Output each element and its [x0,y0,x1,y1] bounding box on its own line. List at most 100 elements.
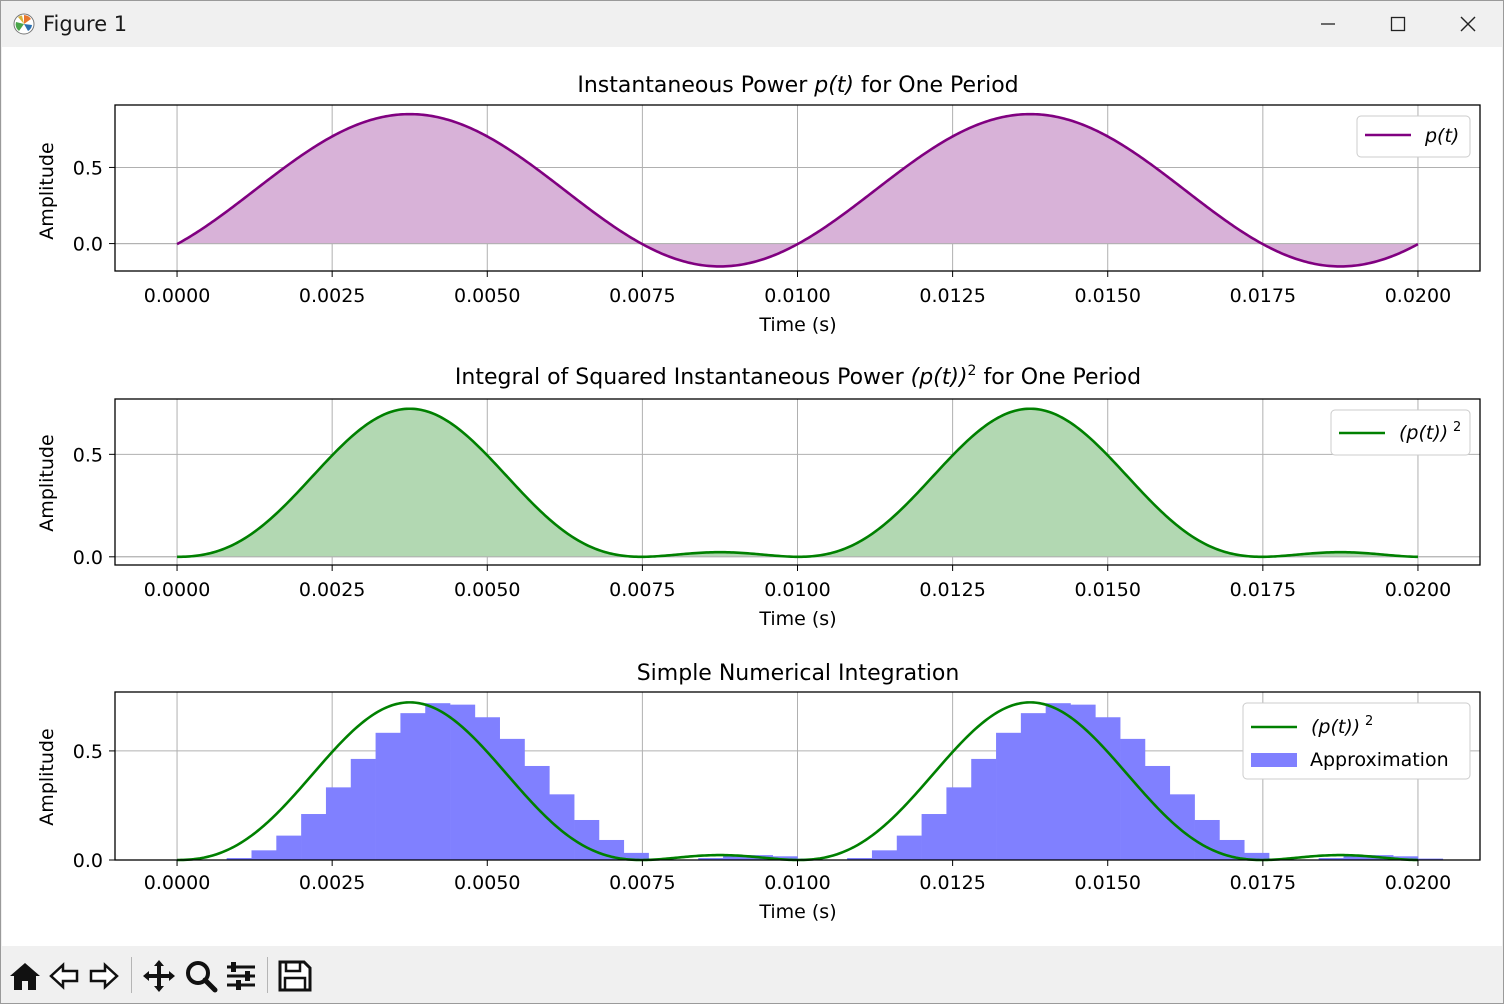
approximation-bar [1318,858,1344,860]
approximation-bar [971,758,997,860]
y-tick-label: 0.5 [73,444,103,466]
y-tick-label: 0.0 [73,850,103,872]
y-tick-label: 0.0 [73,234,103,256]
window-title: Figure 1 [43,12,128,36]
x-tick-label: 0.0125 [919,579,985,601]
approximation-bar [425,703,451,860]
figure-canvas[interactable]: 0.0000 0.0025 0.0050 0.0075 0.0100 0.0125 0.01… [2,47,1502,946]
x-tick-label: 0.0075 [609,872,675,894]
configure-subplots-button[interactable] [223,959,259,993]
x-tick-label: 0.0050 [454,872,520,894]
x-tick-label: 0.0000 [144,872,210,894]
legend-swatch [1251,753,1297,767]
area-fill [177,114,1418,267]
x-axis-label: Time (s) [758,314,836,336]
navigation-toolbar [1,947,1503,1003]
approximation-bar [524,765,550,860]
forward-arrow-icon [89,962,119,990]
approximation-bar [1169,794,1195,860]
back-button[interactable] [47,959,83,993]
x-tick-label: 0.0075 [609,285,675,307]
approximation-bar [871,850,898,860]
x-tick-label: 0.0150 [1074,285,1140,307]
legend-label-superscript: 2 [1453,420,1461,435]
x-tick-label: 0.0125 [919,872,985,894]
y-tick-label: 0.5 [73,741,103,763]
y-axis-label: Amplitude [36,728,58,825]
approximation-bar [723,855,749,860]
series-line [177,407,1418,559]
x-tick-label: 0.0000 [144,579,210,601]
matplotlib-logo-icon [13,13,35,35]
approximation-bar [1120,738,1146,860]
series-line [176,112,1419,268]
x-tick-label: 0.0025 [299,579,365,601]
toolbar-separator [267,957,268,993]
y-axis-label: Amplitude [36,434,58,531]
x-tick-label: 0.0150 [1074,872,1140,894]
minimize-button[interactable] [1293,1,1363,47]
approximation-bar [1144,765,1171,860]
approximation-bar [1095,717,1121,860]
approximation-bar [1194,819,1220,860]
approximation-bar [1343,855,1369,860]
x-tick-label: 0.0075 [609,579,675,601]
close-icon [1460,16,1476,32]
legend-label-superscript: 2 [1365,714,1373,729]
x-tick-label: 0.0025 [299,872,365,894]
forward-button[interactable] [85,959,121,993]
approximation-bar [772,856,798,860]
home-button[interactable] [7,959,43,993]
subplot-instantaneous-power: 0.0000 0.0025 0.0050 0.0075 0.0100 0.0125 0.01… [36,73,1481,336]
approximation-bar [623,852,649,860]
approximation-bar [450,704,476,860]
x-tick-label: 0.0200 [1385,872,1451,894]
configure-subplots-icon [227,962,255,990]
approximation-bar [350,758,376,860]
x-tick-label: 0.0150 [1074,579,1140,601]
x-tick-label: 0.0200 [1385,579,1451,601]
approximation-bar [946,787,972,860]
legend-label: p(t) [1424,125,1459,147]
legend-label: Approximation [1310,749,1449,771]
back-arrow-icon [49,962,79,990]
approximation-bar [1070,704,1096,860]
subplot-title: Simple Numerical Integration [637,661,960,686]
home-icon [10,963,40,990]
x-tick-label: 0.0050 [454,579,520,601]
x-tick-label: 0.0100 [764,579,830,601]
zoom-button[interactable] [183,959,219,993]
approximation-bar [226,858,252,860]
approximation-bar [896,835,922,860]
approximation-bar [474,717,500,860]
x-tick-label: 0.0175 [1230,872,1296,894]
legend-box [1356,115,1471,158]
subplot-squared-power: 0.0000 0.0025 0.0050 0.0075 0.0100 0.0125 0.01… [36,363,1481,630]
x-tick-label: 0.0025 [299,285,365,307]
pan-button[interactable] [141,959,177,993]
maximize-icon [1390,16,1406,32]
approximation-bar [698,858,724,860]
figure-svg: 0.0000 0.0025 0.0050 0.0075 0.0100 0.0125 0.01… [36,73,1481,923]
x-axis-label: Time (s) [758,608,836,630]
pan-icon [143,960,175,992]
approximation-bar [251,850,277,860]
y-tick-label: 0.5 [73,157,103,179]
close-button[interactable] [1433,1,1503,47]
subplot-numerical-integration: 0.0000 0.0025 0.0050 0.0075 0.0100 0.0125 0.01… [36,661,1481,923]
x-tick-label: 0.0175 [1230,285,1296,307]
title-bar: Figure 1 [1,1,1503,47]
approximation-bar [921,814,947,860]
approximation-bar [499,738,525,860]
maximize-button[interactable] [1363,1,1433,47]
subplot-title: Integral of Squared Instantaneous Power … [455,363,1141,390]
x-tick-label: 0.0125 [919,285,985,307]
y-tick-label: 0.0 [73,547,103,569]
x-tick-label: 0.0050 [454,285,520,307]
approximation-bar [1045,703,1071,860]
save-button[interactable] [277,959,313,993]
approximation-bar [1020,713,1046,860]
legend: (p(t)) 2 [1330,409,1471,456]
approximation-bar [847,858,873,860]
